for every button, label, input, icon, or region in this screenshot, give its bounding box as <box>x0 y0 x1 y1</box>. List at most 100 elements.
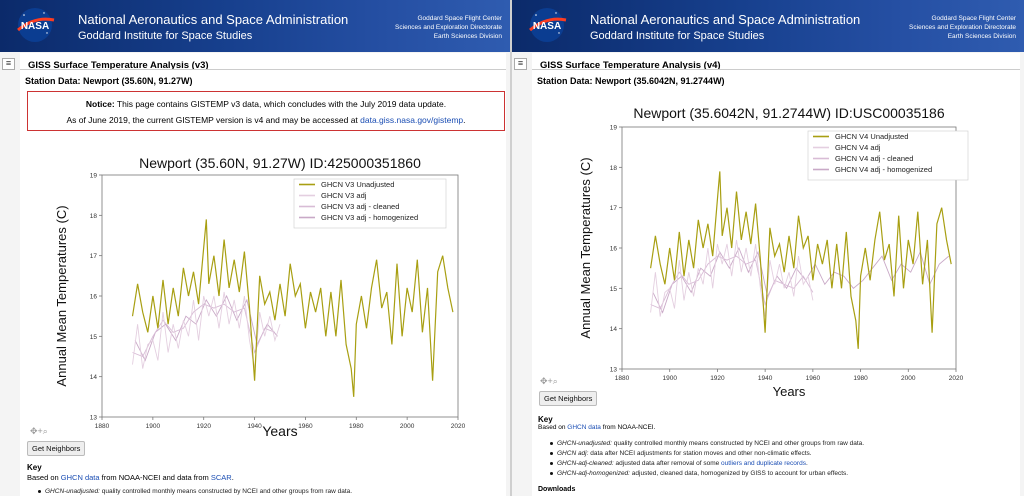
key-item-text: data after NCEI adjustments for station … <box>588 450 812 457</box>
header-link-gsfc[interactable]: Goddard Space Flight Center <box>931 15 1016 22</box>
nasa-logo[interactable]: NASA <box>526 6 568 44</box>
left-browser-panel: NASA National Aeronautics and Space Admi… <box>0 0 510 496</box>
gistemp-link[interactable]: data.giss.nasa.gov/gistemp <box>360 115 464 125</box>
legend-label: GHCN V4 adj - cleaned <box>835 154 913 163</box>
key-item-term: GHCN-adj-homogenized: <box>557 470 630 477</box>
notice-text-1: This page contains GISTEMP v3 data, whic… <box>114 99 447 109</box>
key-heading: Key <box>538 415 553 424</box>
series-line <box>650 171 952 349</box>
series-line <box>131 219 454 397</box>
x-tick-label: 1900 <box>662 375 677 382</box>
content-area: GISS Surface Temperature Analysis (v3) S… <box>20 53 506 496</box>
nasa-logo-text: NASA <box>21 21 49 32</box>
notice-line-2: As of June 2019, the current GISTEMP ver… <box>28 115 504 125</box>
y-tick-label: 18 <box>610 165 618 172</box>
key-item-text: quality controlled monthly means constru… <box>99 488 353 495</box>
header-right-links[interactable]: Goddard Space Flight Center Sciences and… <box>395 14 502 41</box>
get-neighbors-button[interactable]: Get Neighbors <box>539 391 598 406</box>
x-tick-label: 2000 <box>400 423 415 430</box>
key-item: GHCN adj: data after NCEI adjustments fo… <box>550 450 812 457</box>
key-item-text: adjusted data after removal of some <box>613 460 722 467</box>
y-tick-label: 19 <box>610 125 618 132</box>
legend-label: GHCN V3 Unadjusted <box>321 180 394 189</box>
chart-title: Newport (35.60N, 91.27W) ID:425000351860 <box>139 155 421 171</box>
content-area: GISS Surface Temperature Analysis (v4) S… <box>532 53 1020 496</box>
key-src-end: from NOAA-NCEI. <box>600 424 656 431</box>
x-tick-label: 1960 <box>806 375 821 382</box>
key-item-term: GHCN-unadjusted: <box>557 440 612 447</box>
y-tick-label: 18 <box>90 213 98 220</box>
org-name[interactable]: National Aeronautics and Space Administr… <box>78 12 349 27</box>
header-link-esd[interactable]: Earth Sciences Division <box>433 33 502 40</box>
x-tick-label: 1880 <box>95 423 110 430</box>
notice-line-1: Notice: This page contains GISTEMP v3 da… <box>28 99 504 109</box>
header-link-sed[interactable]: Sciences and Exploration Directorate <box>909 24 1016 31</box>
y-tick-label: 14 <box>90 374 98 381</box>
scar-link[interactable]: SCAR <box>210 473 232 482</box>
y-tick-label: 17 <box>610 205 618 212</box>
get-neighbors-button[interactable]: Get Neighbors <box>27 441 86 456</box>
station-line: Station Data: Newport (35.6042N, 91.2744… <box>537 76 725 86</box>
site-header: NASA National Aeronautics and Space Admi… <box>0 0 510 52</box>
legend-label: GHCN V4 Unadjusted <box>835 132 908 141</box>
org-name[interactable]: National Aeronautics and Space Administr… <box>590 12 861 27</box>
right-browser-panel: NASA National Aeronautics and Space Admi… <box>512 0 1024 496</box>
bullet-icon <box>550 441 553 445</box>
plot-tools-icon[interactable]: ✥+⌕ <box>30 426 48 436</box>
legend-label: GHCN V3 adj <box>321 191 367 200</box>
x-tick-label: 1960 <box>298 423 313 430</box>
series-line <box>650 239 814 317</box>
outliers-link[interactable]: outliers and duplicate records <box>721 460 806 467</box>
bullet-icon <box>550 451 553 455</box>
menu-icon[interactable]: ≡ <box>2 58 15 70</box>
title-divider <box>532 69 1020 70</box>
key-item-end: . <box>805 460 808 467</box>
legend-label: GHCN V4 adj <box>835 143 881 152</box>
y-tick-label: 16 <box>90 294 98 301</box>
page-title: GISS Surface Temperature Analysis (v4) <box>540 60 721 71</box>
key-src-mid: from NOAA-NCEI and data from <box>99 473 211 482</box>
ghcn-data-link[interactable]: GHCN data <box>567 424 601 431</box>
legend-label: GHCN V3 adj - cleaned <box>321 202 399 211</box>
site-header: NASA National Aeronautics and Space Admi… <box>512 0 1024 52</box>
key-item: GHCN-unadjusted: quality controlled mont… <box>550 440 864 447</box>
x-tick-label: 1980 <box>853 375 868 382</box>
header-link-sed[interactable]: Sciences and Exploration Directorate <box>395 24 502 31</box>
header-link-esd[interactable]: Earth Sciences Division <box>947 33 1016 40</box>
x-tick-label: 2020 <box>451 423 466 430</box>
y-tick-label: 15 <box>610 286 618 293</box>
key-src-prefix: Based on <box>538 424 568 431</box>
nasa-logo[interactable]: NASA <box>14 6 56 44</box>
institute-name[interactable]: Goddard Institute for Space Studies <box>590 30 765 42</box>
station-line: Station Data: Newport (35.60N, 91.27W) <box>25 76 193 86</box>
panel-divider <box>510 0 512 496</box>
key-item-term: GHCN-adj-cleaned: <box>557 460 614 467</box>
key-item: GHCN-unadjusted: quality controlled mont… <box>38 488 352 495</box>
x-tick-label: 1900 <box>146 423 161 430</box>
x-tick-label: 1880 <box>615 375 630 382</box>
key-item-term: GHCN-unadjusted: <box>45 488 100 495</box>
y-tick-label: 15 <box>90 334 98 341</box>
series-line <box>134 294 278 362</box>
page-title: GISS Surface Temperature Analysis (v3) <box>28 60 209 71</box>
notice-text-2: As of June 2019, the current GISTEMP ver… <box>66 115 361 125</box>
legend-label: GHCN V4 adj - homogenized <box>835 165 932 174</box>
key-heading: Key <box>27 463 42 472</box>
title-divider <box>20 69 506 70</box>
y-tick-label: 16 <box>610 246 618 253</box>
ghcn-data-link[interactable]: GHCN data <box>60 473 100 482</box>
nasa-logo-text: NASA <box>533 21 561 32</box>
key-item-text: adjusted, cleaned data, homogenized by G… <box>629 470 849 477</box>
header-right-links[interactable]: Goddard Space Flight Center Sciences and… <box>909 14 1016 41</box>
menu-icon[interactable]: ≡ <box>514 58 527 70</box>
x-tick-label: 1940 <box>758 375 773 382</box>
plot-tools-icon[interactable]: ✥+⌕ <box>540 376 558 386</box>
header-link-gsfc[interactable]: Goddard Space Flight Center <box>417 15 502 22</box>
y-tick-label: 13 <box>610 367 618 374</box>
key-item: GHCN-adj-cleaned: adjusted data after re… <box>550 460 808 467</box>
y-tick-label: 13 <box>90 415 98 422</box>
legend-box <box>807 130 969 181</box>
key-source: Based on GHCN data from NOAA-NCEI and da… <box>27 473 234 482</box>
institute-name[interactable]: Goddard Institute for Space Studies <box>78 30 253 42</box>
legend-box <box>293 178 447 229</box>
